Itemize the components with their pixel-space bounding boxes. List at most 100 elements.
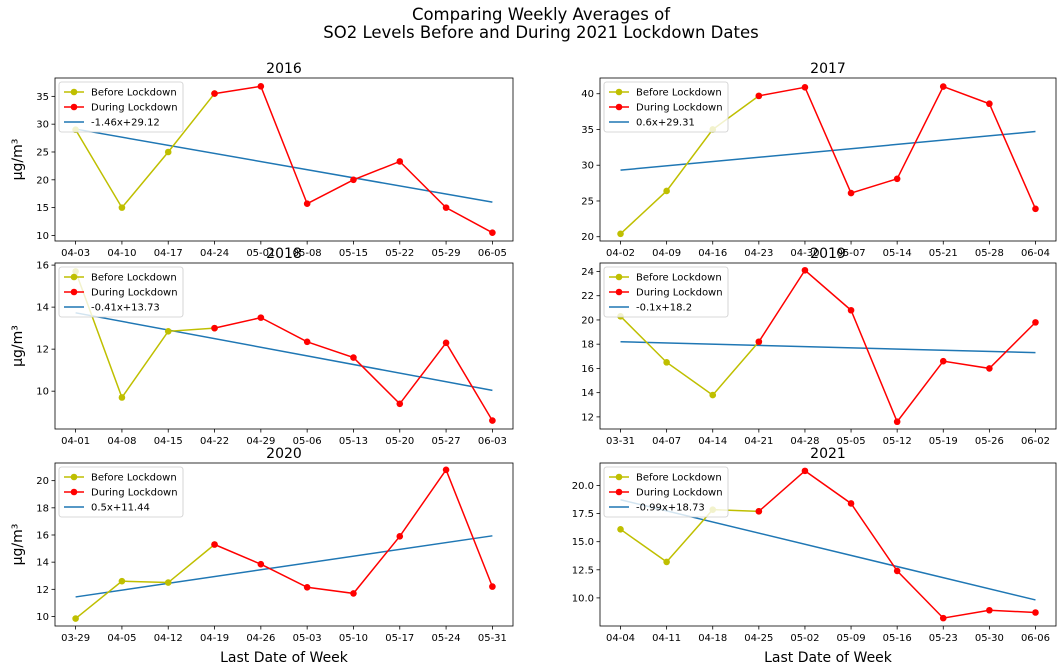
data-point-during [986, 365, 993, 372]
panel-title: 2019 [810, 246, 846, 262]
data-point-before [663, 187, 670, 195]
legend-box [603, 266, 729, 318]
x-tick-label: 04-30 [790, 248, 819, 259]
x-tick-label: 04-04 [606, 633, 635, 644]
axes-frame [599, 462, 1057, 627]
legend-during-label: During Lockdown [636, 103, 723, 114]
y-tick-label: 10 [36, 387, 49, 398]
legend-trend-label: -0.1x+18.2 [636, 303, 692, 314]
legend-during-marker [615, 103, 623, 111]
y-tick-label: 25 [581, 196, 594, 207]
panel-2020: 2020 03-29 04-05 04-12 04-19 04-26 05-03 05-10 0… [10, 446, 514, 666]
x-tick-label: 04-11 [652, 633, 681, 644]
x-tick-label: 04-28 [790, 436, 819, 447]
data-point-during [350, 176, 357, 184]
x-tick-label: 04-17 [154, 248, 183, 259]
data-point-before [617, 230, 624, 238]
legend-before-label: Before Lockdown [636, 273, 722, 284]
series-line-before [619, 315, 760, 397]
legend-during-label: During Lockdown [91, 288, 178, 299]
y-tick-label: 12.5 [572, 565, 594, 576]
x-tick-label: 04-19 [200, 633, 229, 644]
legend-trend-label: -0.41x+13.73 [91, 303, 160, 314]
legend-trend-label: -1.46x+29.12 [91, 118, 160, 129]
legend-box [58, 81, 184, 133]
legend: Before Lockdown During Lockdown 0.6x+29.31 [603, 81, 729, 133]
legend-before-marker [615, 473, 623, 481]
data-point-during [847, 306, 855, 314]
legend-during-marker [70, 488, 78, 496]
axes-frame [599, 262, 1057, 430]
data-point-during [755, 92, 763, 100]
legend-during-label: During Lockdown [636, 488, 723, 499]
data-point-during [442, 466, 450, 474]
y-tick-label: 10 [36, 612, 49, 623]
y-tick-label: 20 [36, 476, 49, 487]
x-tick-label: 05-12 [883, 436, 912, 447]
data-point-before [118, 394, 126, 401]
x-tick-label: 04-01 [61, 436, 90, 447]
x-tick-label: 05-16 [883, 633, 912, 644]
x-tick-label: 05-01 [246, 248, 275, 259]
x-tick-label: 05-19 [929, 436, 958, 447]
trend-line [75, 312, 493, 392]
x-tick-label: 04-03 [61, 248, 90, 259]
legend-trend-label: 0.5x+11.44 [91, 503, 150, 514]
series-line-during [758, 85, 1037, 210]
y-tick-label: 20 [36, 175, 49, 186]
legend-before-marker [70, 473, 78, 481]
x-tick-label: 04-15 [154, 436, 183, 447]
y-tick-label: 18 [36, 503, 49, 514]
x-tick-label: 04-02 [606, 248, 635, 259]
data-point-during [755, 508, 763, 515]
data-point-during [489, 417, 496, 424]
panel-2019: 2019 03-31 04-07 04-14 04-21 04-28 05-05 05-12 0… [581, 246, 1057, 447]
x-tick-label: 04-25 [744, 633, 773, 644]
legend-box [603, 81, 729, 133]
y-tick-label: 24 [581, 267, 594, 278]
y-tick-label: 30 [36, 120, 49, 131]
trend-line [620, 341, 1036, 354]
legend-before-label: Before Lockdown [636, 88, 722, 99]
data-point-during [939, 357, 947, 365]
y-tick-label: 20 [581, 232, 594, 243]
x-tick-label: 05-08 [293, 248, 322, 259]
x-axis-label: Last Date of Week [220, 650, 349, 666]
y-tick-label: 14 [36, 558, 49, 569]
trend-line [75, 535, 493, 598]
data-point-during [1032, 319, 1039, 326]
figure-title-line2: SO2 Levels Before and During 2021 Lockdo… [323, 23, 758, 42]
x-tick-label: 04-22 [200, 436, 229, 447]
x-tick-label: 06-02 [1021, 436, 1050, 447]
x-tick-label: 04-12 [154, 633, 183, 644]
y-tick-label: 22 [581, 291, 594, 302]
x-tick-label: 05-22 [385, 248, 414, 259]
panel-title: 2020 [266, 446, 302, 462]
data-point-during [801, 83, 809, 91]
panel-title: 2021 [810, 446, 846, 462]
x-tick-label: 03-29 [61, 633, 90, 644]
y-tick-label: 18 [581, 340, 594, 351]
series-line-before [74, 271, 215, 400]
data-point-during [801, 266, 809, 274]
data-point-during [1032, 205, 1039, 213]
x-tick-label: 04-14 [698, 436, 727, 447]
x-tick-label: 06-06 [1021, 633, 1050, 644]
x-tick-label: 04-09 [652, 248, 681, 259]
x-tick-label: 05-29 [432, 248, 461, 259]
x-tick-label: 04-29 [246, 436, 275, 447]
series-line-during [214, 468, 494, 595]
legend-during-marker [70, 288, 78, 296]
x-tick-label: 03-31 [606, 436, 635, 447]
legend-during-label: During Lockdown [91, 488, 178, 499]
y-tick-label: 30 [581, 161, 594, 172]
legend: Before Lockdown During Lockdown -1.46x+29.… [58, 81, 184, 133]
legend-before-marker [615, 273, 623, 281]
data-point-before [617, 526, 624, 533]
y-tick-label: 15.0 [572, 537, 594, 548]
data-point-during [986, 606, 993, 614]
series-line-before [620, 508, 759, 563]
data-point-during [489, 583, 496, 590]
series-line-during [214, 316, 494, 421]
y-tick-label: 14 [581, 388, 594, 399]
